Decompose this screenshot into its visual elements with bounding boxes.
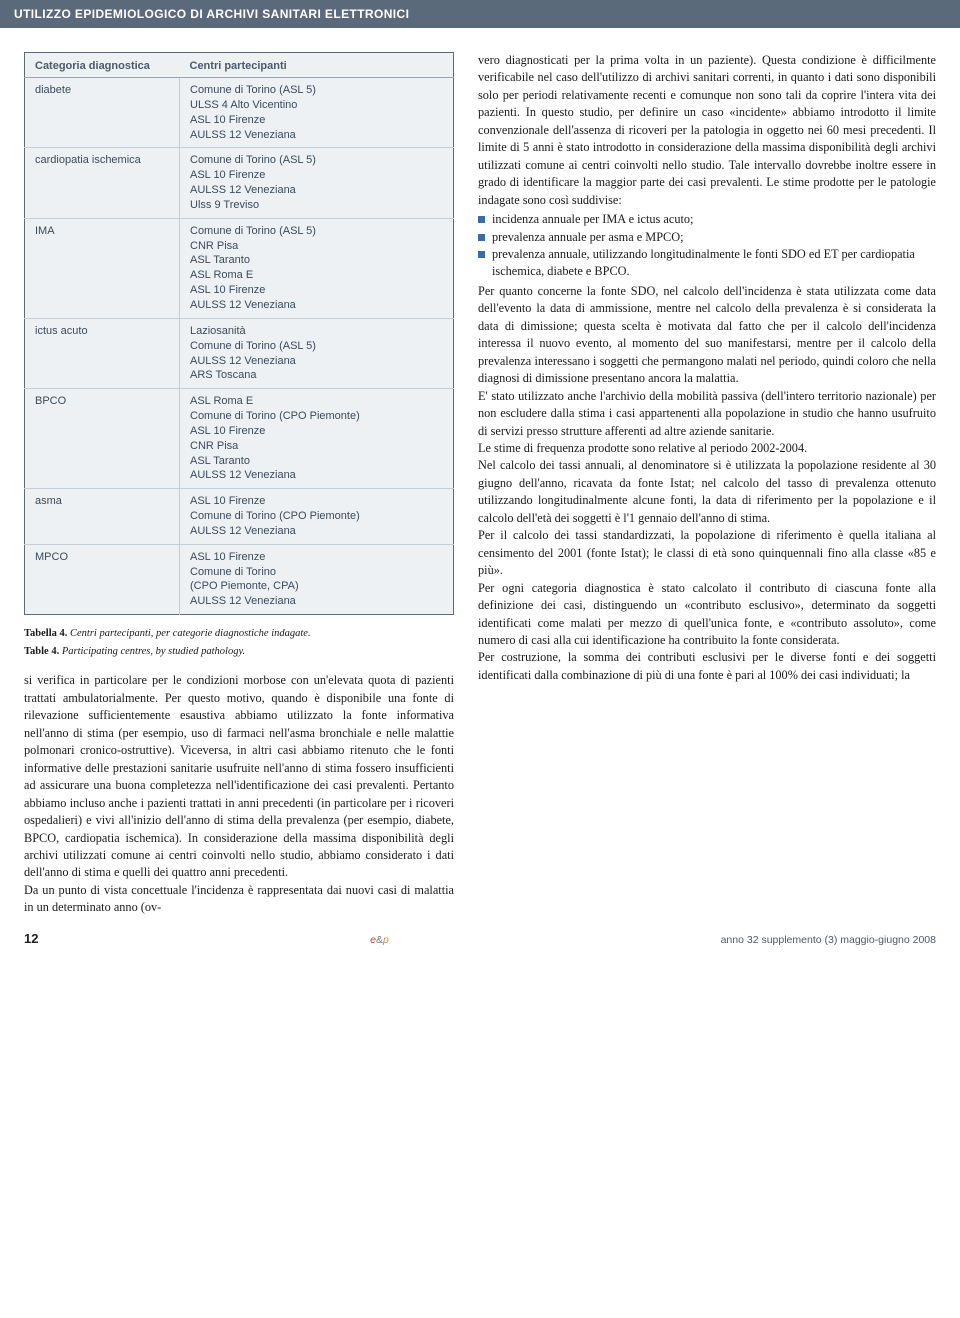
category-cell: IMA: [25, 218, 180, 318]
category-cell: MPCO: [25, 544, 180, 614]
left-column: Categoria diagnostica Centri partecipant…: [24, 52, 454, 917]
category-cell: cardiopatia ischemica: [25, 148, 180, 218]
bullet-item: incidenza annuale per IMA e ictus acuto;: [478, 211, 936, 228]
table-row: asmaASL 10 Firenze Comune di Torino (CPO…: [25, 489, 454, 545]
section-header-bar: UTILIZZO EPIDEMIOLOGICO DI ARCHIVI SANIT…: [0, 0, 960, 28]
centres-cell: Comune di Torino (ASL 5) ULSS 4 Alto Vic…: [180, 78, 454, 148]
bullet-item: prevalenza annuale, utilizzando longitud…: [478, 246, 936, 281]
page-number: 12: [24, 931, 38, 946]
right-paragraph-7: Per ogni categoria diagnostica è stato c…: [478, 580, 936, 650]
table-row: cardiopatia ischemicaComune di Torino (A…: [25, 148, 454, 218]
right-paragraph-3: E' stato utilizzato anche l'archivio del…: [478, 388, 936, 440]
two-column-layout: Categoria diagnostica Centri partecipant…: [0, 28, 960, 927]
centres-cell: Comune di Torino (ASL 5) CNR Pisa ASL Ta…: [180, 218, 454, 318]
centres-cell: ASL 10 Firenze Comune di Torino (CPO Pie…: [180, 489, 454, 545]
table-caption-en: Table 4. Participating centres, by studi…: [24, 645, 454, 659]
right-paragraph-6: Per il calcolo dei tassi standardizzati,…: [478, 527, 936, 579]
table-row: IMAComune di Torino (ASL 5) CNR Pisa ASL…: [25, 218, 454, 318]
left-body-text: si verifica in particolare per le condiz…: [24, 672, 454, 916]
category-cell: asma: [25, 489, 180, 545]
participating-centres-table: Categoria diagnostica Centri partecipant…: [24, 52, 454, 615]
centres-cell: ASL 10 Firenze Comune di Torino (CPO Pie…: [180, 544, 454, 614]
bullet-item: prevalenza annuale per asma e MPCO;: [478, 229, 936, 246]
centres-cell: Comune di Torino (ASL 5) ASL 10 Firenze …: [180, 148, 454, 218]
right-paragraph-1: vero diagnosticati per la prima volta in…: [478, 52, 936, 209]
page-footer: 12 e&p anno 32 supplemento (3) maggio-gi…: [0, 927, 960, 960]
table-row: ictus acutoLaziosanità Comune di Torino …: [25, 318, 454, 388]
issue-info: anno 32 supplemento (3) maggio-giugno 20…: [721, 934, 936, 946]
table-col1-header: Categoria diagnostica: [25, 53, 180, 78]
right-paragraph-8: Per costruzione, la somma dei contributi…: [478, 649, 936, 684]
left-paragraph: si verifica in particolare per le condiz…: [24, 672, 454, 916]
category-cell: ictus acuto: [25, 318, 180, 388]
bullet-list: incidenza annuale per IMA e ictus acuto;…: [478, 211, 936, 281]
right-column: vero diagnosticati per la prima volta in…: [478, 52, 936, 917]
table-row: BPCOASL Roma E Comune di Torino (CPO Pie…: [25, 389, 454, 489]
centres-cell: ASL Roma E Comune di Torino (CPO Piemont…: [180, 389, 454, 489]
table-caption-it: Tabella 4. Centri partecipanti, per cate…: [24, 627, 454, 641]
journal-logo: e&p: [370, 934, 389, 946]
right-paragraph-2: Per quanto concerne la fonte SDO, nel ca…: [478, 283, 936, 388]
table-row: diabeteComune di Torino (ASL 5) ULSS 4 A…: [25, 78, 454, 148]
table-col2-header: Centri partecipanti: [180, 53, 454, 78]
centres-cell: Laziosanità Comune di Torino (ASL 5) AUL…: [180, 318, 454, 388]
table-row: MPCOASL 10 Firenze Comune di Torino (CPO…: [25, 544, 454, 614]
right-paragraph-5: Nel calcolo dei tassi annuali, al denomi…: [478, 457, 936, 527]
category-cell: BPCO: [25, 389, 180, 489]
category-cell: diabete: [25, 78, 180, 148]
right-paragraph-4: Le stime di frequenza prodotte sono rela…: [478, 440, 936, 457]
